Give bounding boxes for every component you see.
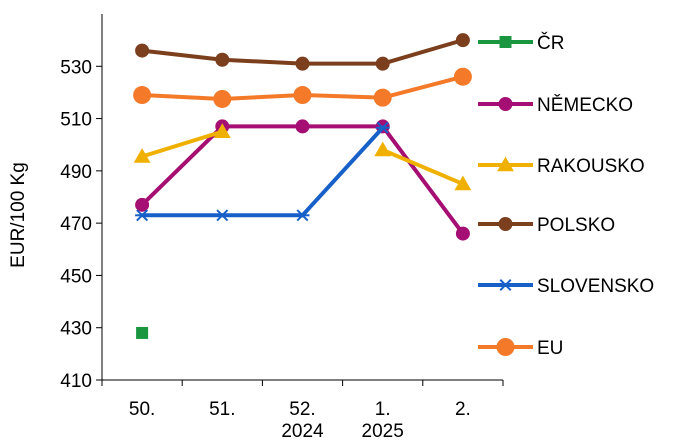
legend-item-německo: NĚMECKO bbox=[478, 94, 633, 116]
x-tick-label: 1. 2025 bbox=[362, 399, 404, 442]
series-čr bbox=[136, 326, 149, 339]
x-tick-label: 50. bbox=[129, 399, 155, 420]
series-line-segment bbox=[140, 48, 225, 62]
data-point bbox=[499, 36, 512, 48]
series-eu bbox=[133, 67, 472, 108]
series-line-segment bbox=[380, 74, 465, 100]
legend-label: POLSKO bbox=[537, 215, 615, 236]
data-point bbox=[135, 197, 150, 212]
chart-series bbox=[133, 33, 472, 339]
series-line-segment bbox=[140, 93, 225, 101]
data-point bbox=[215, 209, 230, 222]
legend-label: ČR bbox=[537, 32, 564, 54]
data-point bbox=[215, 52, 230, 67]
series-německo bbox=[135, 119, 470, 241]
x-tick-labels: 50. 51. 52. 2024 1. 2025 2. bbox=[129, 399, 471, 442]
data-point bbox=[135, 43, 150, 58]
y-axis-title: EUR/100 Kg bbox=[8, 162, 29, 268]
x-tick-label: 52. 2024 bbox=[281, 399, 324, 442]
data-point bbox=[498, 97, 513, 111]
y-tick-label: 510 bbox=[60, 110, 92, 131]
legend-item-eu: EU bbox=[478, 338, 563, 359]
series-line-segment bbox=[380, 147, 465, 186]
series-line-segment bbox=[140, 124, 225, 207]
series-line-segment bbox=[380, 124, 465, 236]
legend-label: EU bbox=[537, 338, 563, 359]
data-point bbox=[213, 89, 232, 108]
series-rakousko bbox=[133, 123, 472, 191]
data-point bbox=[293, 86, 312, 105]
data-point bbox=[496, 338, 515, 356]
data-point bbox=[133, 86, 152, 105]
data-point bbox=[375, 121, 390, 134]
y-tick-label: 530 bbox=[60, 57, 92, 78]
series-line-segment bbox=[220, 57, 305, 66]
chart-legend: ČR NĚMECKO RAKOUSKO POLSKO SLOVENSKO EU bbox=[478, 32, 654, 359]
y-tick-label: 450 bbox=[60, 266, 92, 287]
legend-label: NĚMECKO bbox=[537, 94, 633, 116]
chart-axes bbox=[96, 14, 504, 386]
data-point bbox=[497, 156, 514, 172]
data-point bbox=[136, 326, 149, 339]
y-tick-label: 490 bbox=[60, 162, 92, 183]
data-point bbox=[213, 123, 231, 138]
data-point bbox=[135, 209, 150, 222]
legend-item-rakousko: RAKOUSKO bbox=[478, 156, 645, 177]
series-line-segment bbox=[300, 93, 385, 100]
data-point bbox=[375, 56, 390, 71]
legend-item-slovensko: SLOVENSKO bbox=[478, 276, 654, 297]
series-slovensko bbox=[135, 121, 390, 222]
series-line-segment bbox=[300, 125, 385, 218]
data-point bbox=[498, 279, 513, 291]
legend-label: RAKOUSKO bbox=[537, 156, 645, 177]
data-point bbox=[373, 88, 392, 107]
data-point bbox=[374, 141, 392, 157]
data-point bbox=[295, 56, 310, 71]
legend-item-polsko: POLSKO bbox=[478, 215, 615, 236]
series-line-segment bbox=[140, 129, 225, 159]
data-point bbox=[295, 119, 310, 134]
data-point bbox=[455, 33, 470, 48]
series-polsko bbox=[135, 33, 470, 71]
y-tick-label: 430 bbox=[60, 319, 92, 340]
y-tick-labels: 410 430 450 470 490 510 530 bbox=[60, 57, 92, 392]
legend-label: SLOVENSKO bbox=[537, 276, 654, 297]
y-tick-label: 470 bbox=[60, 214, 92, 235]
data-point bbox=[453, 67, 472, 86]
x-tick-label: 51. bbox=[209, 399, 235, 420]
data-point bbox=[498, 217, 513, 231]
series-line-segment bbox=[220, 93, 305, 101]
x-tick-label: 2. bbox=[455, 399, 471, 420]
data-point bbox=[295, 209, 310, 222]
y-tick-label: 410 bbox=[60, 371, 92, 392]
legend-item-čr: ČR bbox=[478, 32, 564, 54]
data-point bbox=[455, 226, 470, 241]
data-point bbox=[454, 175, 472, 191]
data-point bbox=[133, 148, 151, 163]
series-line-segment bbox=[380, 38, 465, 66]
